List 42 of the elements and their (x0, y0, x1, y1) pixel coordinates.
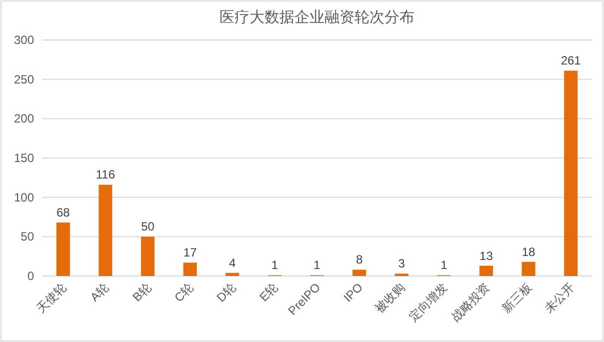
bar (56, 222, 70, 276)
x-tick-label: C轮 (172, 280, 196, 305)
data-label: 18 (522, 244, 536, 259)
x-tick-label: 新三板 (499, 280, 535, 316)
y-tick-label: 100 (14, 190, 34, 204)
x-tick-label: 天使轮 (34, 280, 70, 316)
y-tick-label: 300 (14, 33, 34, 47)
data-label: 17 (183, 246, 198, 260)
data-label: 261 (560, 54, 582, 68)
y-tick-label: 0 (27, 269, 34, 283)
bar (522, 262, 536, 276)
x-tick-label: 战略投资 (448, 280, 492, 324)
x-tick-label: B轮 (130, 280, 154, 304)
y-tick-label: 200 (14, 112, 34, 126)
bar (479, 266, 493, 276)
data-label: 8 (356, 252, 363, 267)
bar (141, 236, 155, 276)
bar (352, 270, 366, 276)
y-tick-label: 150 (14, 151, 34, 165)
bar (98, 184, 112, 276)
data-label: 4 (229, 256, 236, 270)
data-label: 1 (314, 258, 321, 272)
bar (564, 70, 578, 276)
x-tick-label: 被收购 (372, 280, 408, 316)
data-label: 68 (56, 206, 70, 220)
data-label: 3 (398, 256, 406, 271)
x-tick-label: D轮 (214, 280, 239, 305)
bar (183, 262, 197, 276)
x-tick-label: A轮 (88, 280, 112, 304)
y-tick-label: 50 (20, 230, 34, 244)
x-tick-label: E轮 (256, 280, 281, 304)
chart-title: 医疗大数据企业融资轮次分布 (220, 9, 414, 26)
x-tick-label: IPO (340, 280, 366, 305)
data-label: 50 (141, 220, 155, 234)
data-label: 116 (96, 168, 116, 182)
y-tick-label: 250 (14, 72, 34, 86)
bar (226, 272, 240, 276)
data-label: 1 (271, 258, 278, 272)
data-label: 1 (440, 258, 448, 272)
x-tick-label: 未公开 (542, 280, 577, 316)
data-label: 13 (480, 248, 494, 263)
x-tick-label: 定向增发 (406, 280, 450, 324)
